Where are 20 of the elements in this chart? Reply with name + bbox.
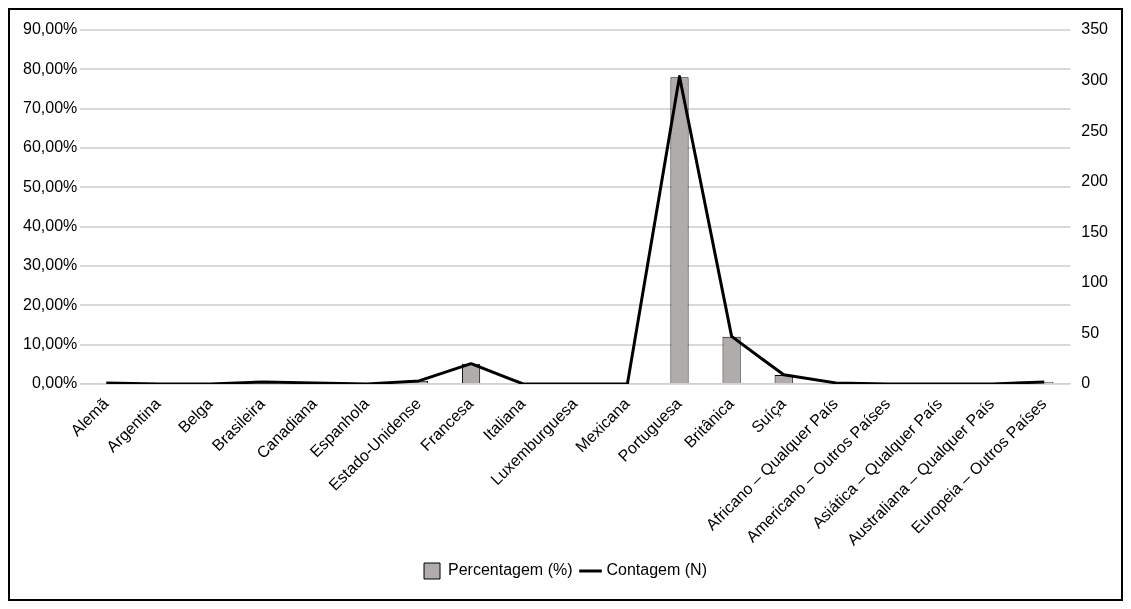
y-tick-label: 0,00%	[31, 374, 78, 392]
y2-tick-label: 50	[1081, 323, 1100, 341]
y-tick-label: 40,00%	[23, 217, 78, 235]
y2-tick-label: 200	[1081, 172, 1109, 190]
y2-tick-label: 350	[1081, 20, 1109, 38]
y-tick-label: 50,00%	[23, 177, 78, 195]
y-tick-label: 80,00%	[23, 59, 78, 77]
y-tick-label: 60,00%	[23, 138, 78, 156]
y-tick-label: 70,00%	[23, 99, 78, 117]
legend-label: Percentagem (%)	[448, 561, 573, 579]
y-tick-label: 30,00%	[23, 256, 78, 274]
y2-tick-label: 150	[1081, 222, 1109, 240]
y-tick-label: 20,00%	[23, 295, 78, 313]
y2-tick-label: 250	[1081, 121, 1109, 139]
legend-label: Contagem (N)	[606, 561, 707, 579]
y2-tick-label: 100	[1081, 273, 1109, 291]
y-tick-label: 10,00%	[23, 335, 78, 352]
y2-tick-label: 0	[1081, 374, 1091, 392]
y2-tick-label: 300	[1081, 70, 1109, 88]
y-tick-label: 90,00%	[23, 20, 78, 38]
